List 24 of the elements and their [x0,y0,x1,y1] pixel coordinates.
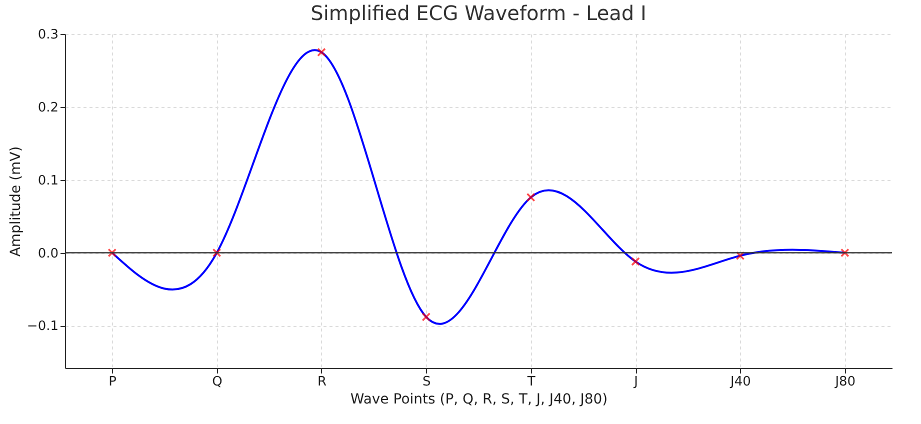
point [108,248,117,258]
point [422,312,431,322]
x-tick-label: J80 [834,374,856,390]
point [212,248,222,258]
x-tick-label: P [108,374,117,390]
point [526,192,536,202]
point [736,251,745,260]
point [317,48,326,57]
y-tick-label: 0.3 [38,28,58,42]
point [840,248,850,258]
y-tick-label: 0.2 [38,100,58,116]
point [631,257,640,266]
y-tick-label: 0.1 [38,173,58,188]
y-axis-title: Amplitude (mV) [8,146,24,257]
y-tick-label: 0.0 [38,246,58,262]
x-tick-label: T [526,374,536,390]
chart-title: Simplified ECG Waveform - Lead I [310,1,646,25]
x-tick-label: Q [212,374,222,390]
x-axis-title: Wave Points (P, Q, R, S, T, J, J40, J80) [350,392,608,408]
x-tick-label: R [317,374,326,390]
y-tick-label: −0.1 [26,319,58,334]
x-tick-label: J40 [730,374,751,390]
x-tick-label: S [422,374,431,390]
x-tick-label: J [633,374,638,390]
